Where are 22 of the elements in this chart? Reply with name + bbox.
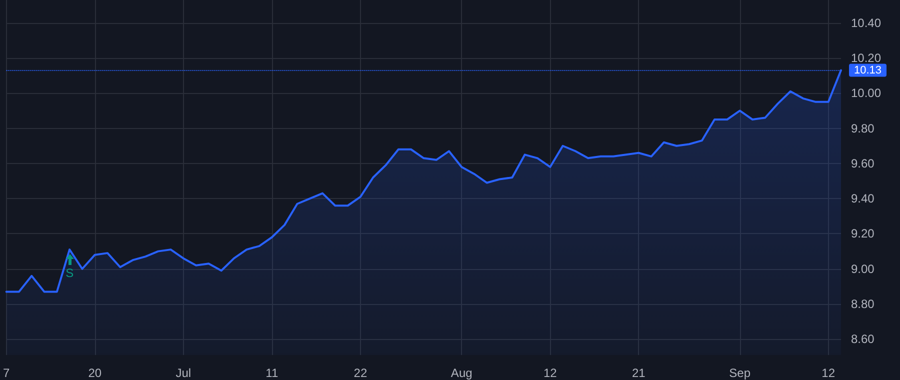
x-tick-label: Aug xyxy=(450,366,472,380)
y-tick-label: 9.60 xyxy=(851,156,875,170)
y-tick-label: 8.60 xyxy=(851,332,875,346)
y-tick-label: 10.20 xyxy=(851,50,882,65)
x-tick-label: 12 xyxy=(543,366,558,380)
y-tick-label: 9.00 xyxy=(851,262,875,276)
x-tick-label: 11 xyxy=(266,366,278,380)
y-tick-label: 10.40 xyxy=(851,16,882,30)
y-tick-label: 8.80 xyxy=(851,297,875,312)
x-tick-label: 21 xyxy=(632,366,646,380)
x-tick-label: Sep xyxy=(729,366,751,380)
y-tick-label: 9.40 xyxy=(851,192,875,206)
x-tick-label: 20 xyxy=(88,366,102,380)
x-tick-label: Jul xyxy=(176,366,192,380)
x-tick-label: 12 xyxy=(822,366,836,380)
annotation: S xyxy=(66,266,74,280)
x-tick-label: 7 xyxy=(2,366,10,380)
x-tick-label: 22 xyxy=(354,366,368,380)
ref-line-label: 10.13 xyxy=(854,64,882,76)
y-tick-label: 10.00 xyxy=(851,86,882,100)
y-tick-label: 9.80 xyxy=(851,121,875,136)
y-tick-label: 9.20 xyxy=(851,226,875,241)
